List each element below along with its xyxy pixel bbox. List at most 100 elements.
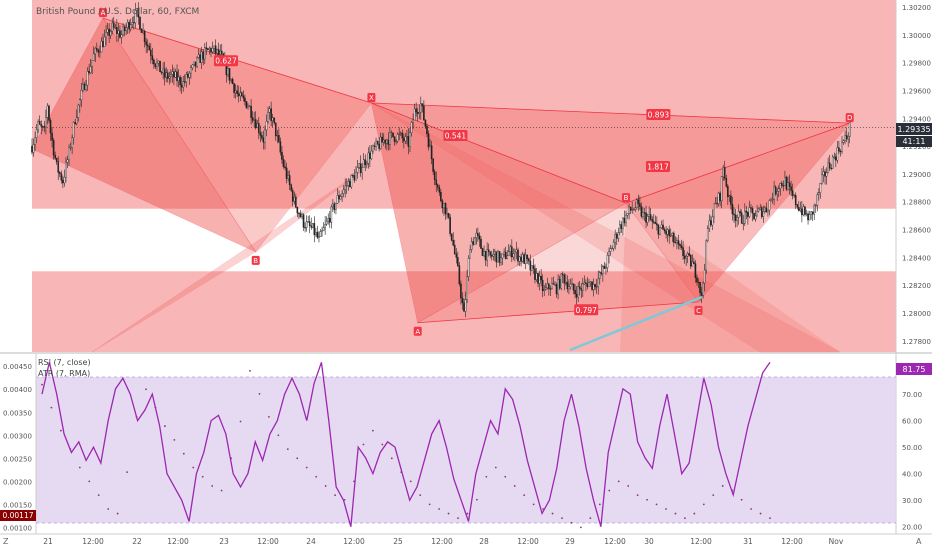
candle (609, 244, 612, 256)
candle (205, 41, 208, 55)
price-pane[interactable]: A B X A B C D 0.627 0.541 0.797 0.893 1.817 (31, 0, 896, 353)
time-axis[interactable]: Z A 21 12:00 22 12:00 23 12:00 24 12:00 25 12:00 2… (0, 533, 932, 546)
candle (65, 157, 67, 183)
candle (139, 16, 141, 30)
candle (760, 205, 763, 219)
rsi-tick-label: 50.00 (902, 444, 922, 452)
candle (764, 205, 766, 214)
candle (814, 203, 817, 213)
candle (179, 75, 181, 92)
candle (420, 96, 422, 120)
candle (140, 28, 143, 33)
candle (677, 234, 680, 250)
candle (393, 136, 396, 146)
candle (745, 206, 748, 220)
candle (330, 204, 333, 229)
pattern-point-label: B (251, 255, 260, 265)
candle (157, 60, 160, 67)
candle (818, 188, 820, 201)
svg-text:0.627: 0.627 (215, 57, 237, 66)
rsi-legend[interactable]: RSI (7, close) (38, 358, 91, 367)
atr-dot (702, 503, 705, 506)
candle (276, 129, 279, 144)
atr-dot (485, 475, 488, 478)
candle (338, 190, 340, 203)
candle (373, 142, 376, 151)
candle (484, 250, 487, 266)
candle (378, 137, 380, 152)
candle (395, 139, 397, 145)
candle (404, 133, 407, 144)
candle (105, 25, 107, 46)
atr-dot (334, 494, 336, 497)
price-tick-label: 1.28600 (902, 227, 931, 235)
pattern-leg (417, 301, 699, 324)
candle (166, 69, 169, 83)
time-tick-label: 25 (393, 537, 403, 546)
candle (620, 221, 623, 233)
candle (103, 29, 106, 47)
time-tick-label: 30 (644, 537, 654, 546)
candle (497, 249, 499, 263)
candle (807, 210, 809, 225)
indicator-pane[interactable]: 0.00450 0.00400 0.00350 0.00300 0.00250 0.002… (0, 354, 932, 534)
candle (296, 206, 299, 217)
candle (440, 189, 442, 203)
candle (455, 248, 458, 264)
candle (816, 192, 819, 212)
candle (793, 193, 795, 198)
countdown-value: 41:11 (902, 137, 925, 146)
candle (427, 130, 430, 151)
candle (270, 101, 272, 127)
atr-dot (164, 425, 166, 427)
candle (486, 242, 488, 267)
atr-dot (551, 512, 554, 515)
candle (511, 239, 513, 263)
candle (577, 282, 579, 303)
chart-title: British Pound / U.S. Dollar, 60, FXCM (36, 7, 199, 17)
candle (274, 122, 277, 141)
candle (694, 260, 697, 283)
candle (94, 46, 97, 63)
atr-tick-label: 0.00150 (3, 501, 32, 509)
candle (369, 145, 371, 168)
candle (444, 202, 447, 220)
candle (642, 207, 644, 220)
candle (744, 203, 746, 226)
candle (432, 157, 434, 175)
shaded-zone (32, 271, 896, 352)
candle (757, 207, 760, 213)
candle (409, 127, 411, 152)
candle (42, 125, 44, 131)
candle (233, 82, 235, 98)
candle (37, 119, 39, 134)
candle (193, 61, 195, 66)
candle (483, 245, 485, 258)
candle (799, 201, 802, 213)
candle (148, 42, 151, 51)
candle (449, 214, 451, 237)
svg-text:0.893: 0.893 (648, 111, 670, 120)
ratio-label: 0.627 (214, 55, 238, 67)
candle (254, 111, 257, 130)
candle (153, 58, 155, 69)
atr-legend[interactable]: ATR (7, RMA) (38, 369, 90, 378)
candle (467, 255, 470, 282)
candle (191, 63, 194, 71)
last-price-tag (896, 123, 932, 135)
candle (827, 157, 829, 174)
candle (367, 147, 370, 169)
candle (436, 183, 439, 191)
candle (236, 84, 239, 98)
candle (265, 114, 268, 137)
atr-dot (50, 406, 53, 409)
candle (656, 216, 658, 231)
candle (86, 67, 89, 91)
candle (623, 210, 626, 227)
candle (651, 216, 654, 230)
candle (727, 183, 729, 205)
trendline[interactable] (569, 295, 703, 352)
candle (401, 129, 404, 144)
candle (120, 30, 123, 44)
